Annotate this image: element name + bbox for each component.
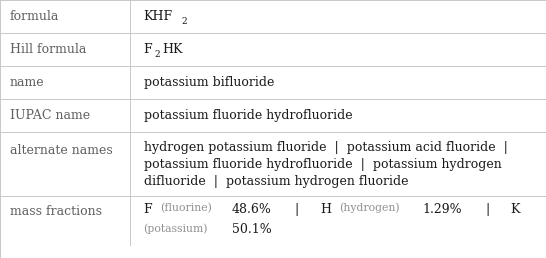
Text: 2: 2 (155, 50, 161, 59)
Text: 2: 2 (181, 17, 187, 26)
Text: hydrogen potassium fluoride  |  potassium acid fluoride  |: hydrogen potassium fluoride | potassium … (144, 141, 507, 154)
Text: 1.29%: 1.29% (423, 203, 462, 216)
Text: |: | (474, 203, 502, 216)
Text: F: F (144, 203, 152, 216)
Text: H: H (320, 203, 331, 216)
Text: mass fractions: mass fractions (10, 205, 102, 218)
Text: difluoride  |  potassium hydrogen fluoride: difluoride | potassium hydrogen fluoride (144, 175, 408, 188)
Text: F: F (144, 43, 152, 56)
Text: formula: formula (10, 10, 59, 23)
Text: K: K (510, 203, 520, 216)
Text: (potassium): (potassium) (144, 223, 208, 234)
Text: alternate names: alternate names (10, 144, 112, 157)
Text: potassium fluoride hydrofluoride: potassium fluoride hydrofluoride (144, 109, 352, 122)
Text: (hydrogen): (hydrogen) (339, 203, 400, 213)
Text: KHF: KHF (144, 10, 173, 23)
Text: |: | (283, 203, 312, 216)
Text: potassium bifluoride: potassium bifluoride (144, 76, 274, 89)
Text: 50.1%: 50.1% (232, 223, 272, 236)
Text: potassium fluoride hydrofluoride  |  potassium hydrogen: potassium fluoride hydrofluoride | potas… (144, 158, 501, 171)
Text: Hill formula: Hill formula (10, 43, 86, 56)
Text: (fluorine): (fluorine) (160, 203, 212, 213)
Text: IUPAC name: IUPAC name (10, 109, 90, 122)
Text: name: name (10, 76, 44, 89)
Text: HK: HK (162, 43, 182, 56)
Text: 48.6%: 48.6% (232, 203, 272, 216)
